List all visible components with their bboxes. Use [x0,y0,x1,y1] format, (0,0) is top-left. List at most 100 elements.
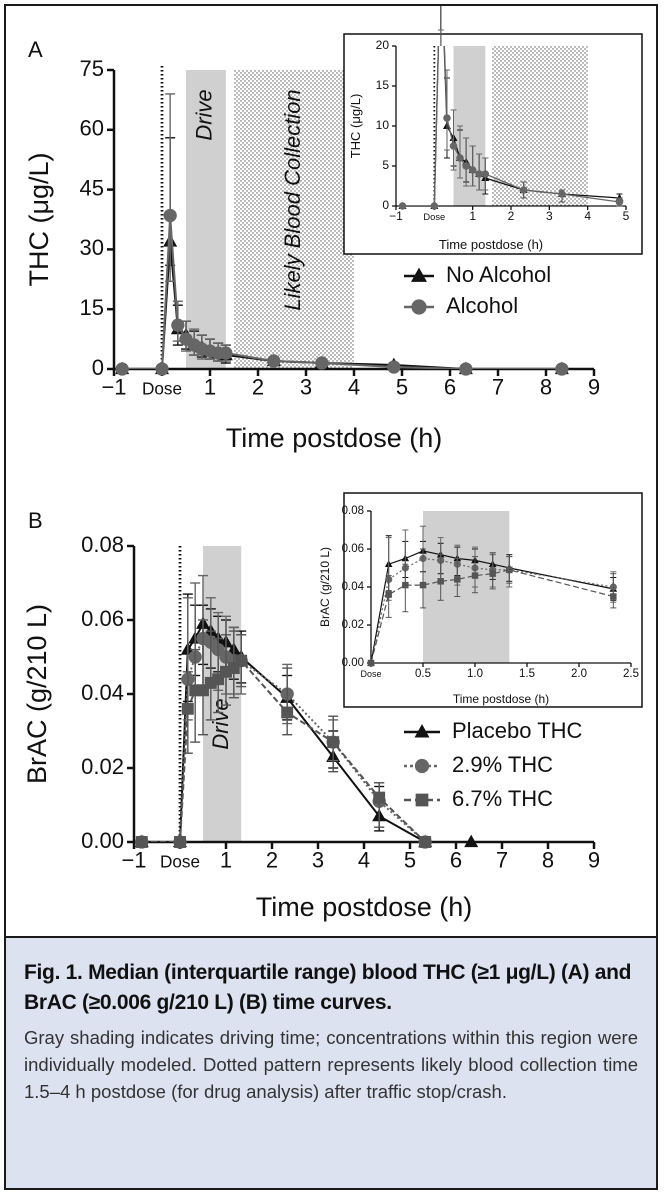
x-tick-label: 5 [404,848,416,873]
x-tick-label: 5 [396,375,408,400]
x-tick-label: 5 [623,209,630,223]
y-tick-label: 0.00 [342,657,364,669]
series-alcohol [398,29,624,210]
figure-frame: Drive Likely Blood Collection 0 15 30 45 60 75−… [4,4,658,1190]
caption-title: Fig. 1. Median (interquartile range) blo… [24,961,632,1014]
x-axis-label: Time postdose (h) [256,892,473,922]
data-point [481,170,490,178]
data-point [506,566,513,574]
data-point [454,576,461,583]
x-tick-label: 2 [508,209,515,223]
y-tick-label: 0.08 [342,505,364,517]
legend-label: Placebo THC [452,718,583,743]
legend-label: 2.9% THC [452,752,553,777]
data-point [135,836,148,848]
data-point [115,362,129,376]
data-point [419,581,427,589]
x-tick-label: 2 [266,848,278,873]
x-tick-label: 2.5 [623,668,639,680]
y-tick-label: 10 [376,118,390,132]
data-point [459,362,473,376]
y-axis-label: BrAC (g/210 L) [22,604,52,784]
x-tick-label: Dose [160,852,200,872]
data-point [419,836,432,848]
y-tick-label: 30 [80,235,104,260]
y-tick-label: 0 [382,198,389,212]
x-tick-label: 6 [444,375,456,400]
caption-body: Gray shading indicates driving time; con… [24,1027,638,1102]
data-point [555,362,569,376]
collection-region [234,70,354,369]
data-point [489,570,496,577]
legend-label: No Alcohol [446,262,551,287]
x-tick-label: 2.0 [571,668,587,680]
data-point [212,673,225,686]
data-point [610,593,617,600]
collection-label: Likely Blood Collection [280,89,305,310]
x-tick-label: 4 [584,209,591,223]
x-tick-label: −1 [101,375,126,400]
x-tick-label: Dose [361,669,382,679]
x-tick-label: 8 [540,375,552,400]
data-point [430,202,439,210]
data-point [519,186,528,194]
data-point [615,198,624,206]
x-tick-label: 4 [358,848,370,873]
data-point [327,736,340,749]
data-point [197,684,209,697]
y-tick-label: 20 [376,38,390,52]
data-point [315,356,329,370]
x-tick-label: 1 [469,209,476,223]
y-tick-label: 0.02 [81,754,124,779]
x-tick-label: 3 [300,375,312,400]
drive-region [423,511,510,663]
x-tick-label: 2 [252,375,264,400]
panel-a-inset: 0 5 10 15 20 −1 Dose 1 2 3 4 5 Time postdose (h) THC … [343,6,643,255]
data-point [468,166,477,174]
panel-b: Drive 0.00 0.02 0.04 0.06 0.08 −1 Dose 1 2 3 4 5 6 7 8 9… [22,508,600,922]
x-axis-label: Time postdose (h) [439,237,543,252]
y-tick-label: 0.06 [81,606,124,631]
x-tick-label: 4 [348,375,360,400]
data-point [220,665,232,678]
y-tick-label: 0.06 [342,543,364,555]
series-6-7-thc [135,619,432,848]
data-point [267,354,281,368]
data-point [235,654,248,667]
panel-label: B [28,508,43,533]
y-tick-label: 60 [80,116,104,141]
x-tick-label: 0.5 [415,668,431,680]
series-line [371,550,614,663]
data-point [398,202,407,210]
x-tick-label: −1 [389,209,403,223]
y-axis-label: THC (μg/L) [348,94,363,159]
x-tick-label: 1.0 [467,668,483,680]
y-tick-label: 45 [80,175,104,200]
x-tick-label: 1 [204,375,216,400]
data-point [367,659,375,667]
data-point [219,346,233,360]
data-point [155,362,169,376]
drive-label: Drive [192,89,217,140]
legend-marker [414,758,430,774]
x-axis-label: Time postdose (h) [453,692,549,706]
y-tick-label: 0.04 [342,581,365,593]
y-tick-label: 15 [80,295,104,320]
panel-b-inset: 0.00 0.02 0.04 0.06 0.08 Dose 0.5 1.0 1.5 2.0 2.5 T… [318,492,643,708]
data-point [163,208,177,223]
y-tick-label: 0 [92,355,104,380]
figure-svg: Drive Likely Blood Collection01530456075−… [22,6,643,922]
data-point [385,591,392,598]
x-tick-label: 3 [546,209,553,223]
x-tick-label: Dose [142,379,182,399]
legend-marker [411,299,427,315]
x-axis-label: Time postdose (h) [226,423,443,453]
legend-marker [414,724,430,738]
data-point [437,578,444,585]
x-tick-label: 3 [312,848,324,873]
y-tick-label: 15 [376,78,390,92]
legend-label: Alcohol [446,293,518,318]
y-tick-label: 0.02 [342,619,364,631]
data-point [174,836,186,848]
x-tick-label: −1 [121,848,146,873]
